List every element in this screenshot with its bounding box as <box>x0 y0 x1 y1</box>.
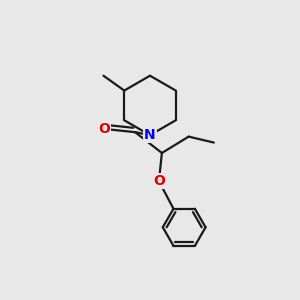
Text: N: N <box>144 128 156 142</box>
Text: O: O <box>98 122 110 136</box>
Text: O: O <box>153 174 165 188</box>
